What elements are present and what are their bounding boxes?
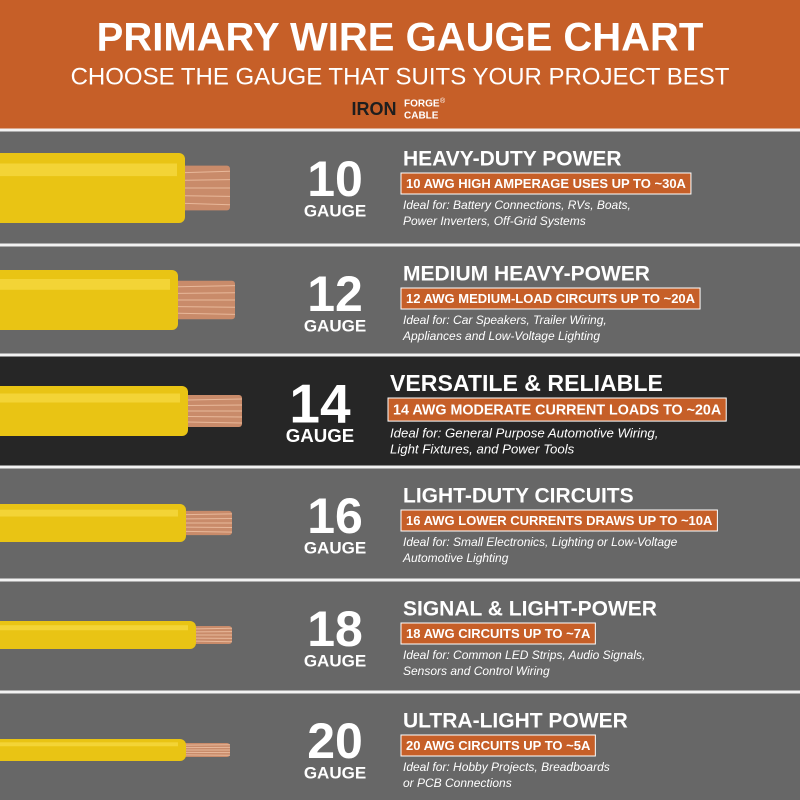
ideal-line: Ideal for: General Purpose Automotive Wi…: [390, 425, 658, 440]
row-title: ULTRA-LIGHT POWER: [403, 710, 628, 733]
logo-registered: ®: [440, 97, 446, 105]
ideal-line: Power Inverters, Off-Grid Systems: [403, 214, 586, 228]
gauge-unit: GAUGE: [304, 538, 366, 557]
ideal-line: Sensors and Control Wiring: [403, 664, 550, 678]
ideal-line: Ideal for: Car Speakers, Trailer Wiring,: [403, 313, 607, 327]
logo-forge: FORGE: [404, 99, 440, 110]
badge-text: 14 AWG MODERATE CURRENT LOADS TO ~20A: [393, 402, 721, 418]
wire-strand: [185, 513, 233, 516]
wire-highlight: [0, 279, 170, 290]
badge-box: [400, 622, 596, 645]
wire-highlight: [0, 393, 180, 403]
wire-strand: [184, 202, 231, 206]
header-band: [0, 0, 800, 130]
wire-strand: [177, 312, 236, 315]
badge-box: [400, 509, 718, 532]
badge-box: [387, 397, 727, 422]
wire-highlight: [0, 625, 188, 631]
row-title: VERSATILE & RELIABLE: [390, 370, 663, 396]
ideal-line: Automotive Lighting: [402, 551, 509, 565]
gauge-number: 10: [307, 151, 363, 207]
ideal-line: Ideal for: Hobby Projects, Breadboards: [403, 760, 610, 774]
wire-strand: [195, 627, 233, 630]
wire-strand: [187, 398, 243, 401]
gauge-unit: GAUGE: [304, 651, 366, 670]
wire-strand: [187, 421, 243, 424]
logo-cable: CABLE: [404, 111, 439, 122]
gauge-unit: GAUGE: [304, 316, 366, 335]
row-title: SIGNAL & LIGHT-POWER: [403, 598, 657, 621]
title: PRIMARY WIRE GAUGE CHART: [97, 16, 704, 60]
row-title: MEDIUM HEAVY-POWER: [403, 263, 650, 286]
subtitle: CHOOSE THE GAUGE THAT SUITS YOUR PROJECT…: [71, 63, 730, 90]
badge-text: 10 AWG HIGH AMPERAGE USES UP TO ~30A: [406, 176, 687, 191]
wire-strand: [187, 416, 243, 418]
row-title: LIGHT-DUTY CIRCUITS: [403, 485, 634, 508]
wire-highlight: [0, 742, 178, 747]
ideal-line: Ideal for: Battery Connections, RVs, Boa…: [403, 198, 631, 212]
wire-strand: [184, 170, 231, 174]
wire-strand: [184, 195, 231, 197]
gauge-unit: GAUGE: [304, 763, 366, 782]
gauge-number: 12: [307, 266, 363, 322]
logo-iron: IRON: [352, 99, 397, 119]
wire-strand: [177, 292, 236, 294]
badge-box: [400, 287, 701, 310]
gauge-number: 14: [289, 373, 351, 435]
wire-highlight: [0, 509, 178, 517]
wire-strand: [177, 306, 236, 308]
row-title: HEAVY-DUTY POWER: [403, 148, 622, 171]
wire-strand: [184, 179, 231, 181]
badge-box: [400, 734, 596, 757]
wire-strand: [177, 285, 236, 288]
gauge-number: 18: [307, 601, 363, 657]
ideal-line: Light Fixtures, and Power Tools: [390, 441, 575, 456]
gauge-unit: GAUGE: [304, 201, 366, 220]
wire-strand: [195, 640, 233, 643]
wire-highlight: [0, 163, 177, 177]
ideal-line: Appliances and Low-Voltage Lighting: [402, 329, 600, 343]
ideal-line: or PCB Connections: [403, 776, 512, 790]
wire-strand: [185, 530, 233, 533]
ideal-line: Ideal for: Small Electronics, Lighting o…: [403, 535, 678, 549]
ideal-line: Ideal for: Common LED Strips, Audio Sign…: [403, 648, 645, 662]
badge-box: [400, 172, 692, 195]
badge-text: 20 AWG CIRCUITS UP TO ~5A: [406, 738, 591, 753]
wire-strand: [187, 404, 243, 406]
badge-text: 16 AWG LOWER CURRENTS DRAWS UP TO ~10A: [406, 513, 713, 528]
gauge-number: 16: [307, 488, 363, 544]
gauge-number: 20: [307, 713, 363, 769]
badge-text: 18 AWG CIRCUITS UP TO ~7A: [406, 626, 591, 641]
gauge-unit: GAUGE: [286, 425, 355, 446]
badge-text: 12 AWG MEDIUM-LOAD CIRCUITS UP TO ~20A: [406, 291, 696, 306]
